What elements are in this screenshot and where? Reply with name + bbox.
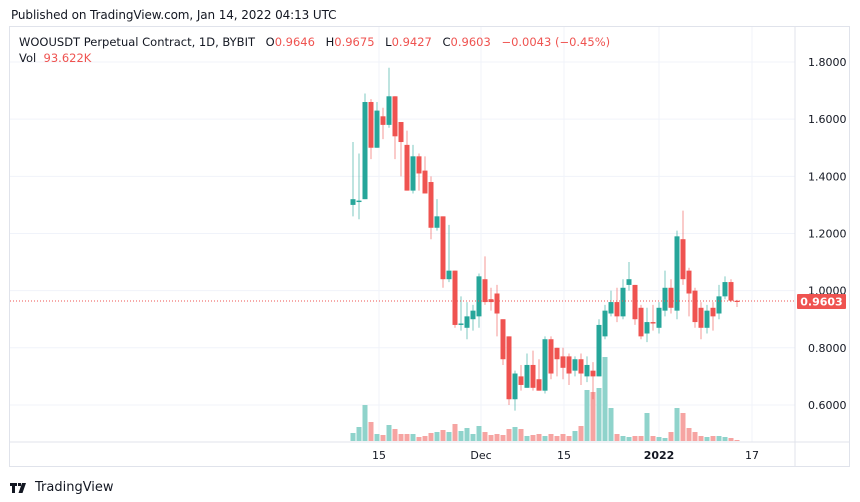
- symbol-title[interactable]: WOOUSDT Perpetual Contract, 1D, BYBIT: [19, 35, 255, 49]
- published-caption: Published on TradingView.com, Jan 14, 20…: [11, 8, 337, 22]
- change-value: −0.0043 (−0.45%): [501, 35, 611, 49]
- volume-row: Vol 93.622K: [19, 50, 610, 66]
- svg-text:0.9603: 0.9603: [800, 296, 842, 309]
- low-value: 0.9427: [391, 35, 432, 49]
- price-tick: 1.6000: [808, 113, 847, 126]
- time-tick: 2022: [644, 449, 675, 462]
- close-label: C: [442, 35, 451, 49]
- price-tick: 0.8000: [808, 342, 847, 355]
- footer-brand: TradingView: [35, 480, 114, 495]
- open-value: 0.9646: [274, 35, 315, 49]
- time-axis[interactable]: 15 Dec 15 2022 17: [372, 449, 759, 462]
- gridlines: [10, 27, 795, 442]
- price-tick: 1.2000: [808, 227, 847, 240]
- chart-frame[interactable]: [9, 26, 850, 467]
- time-tick: 17: [745, 449, 759, 462]
- price-axis[interactable]: 1.80001.60001.40001.20001.00000.80000.60…: [808, 56, 847, 412]
- chart-legend: WOOUSDT Perpetual Contract, 1D, BYBIT O0…: [19, 34, 610, 66]
- price-tick: 0.6000: [808, 399, 847, 412]
- close-value: 0.9603: [450, 35, 491, 49]
- tradingview-logo-icon: [10, 482, 26, 493]
- low-label: L: [385, 35, 392, 49]
- footer: TradingView: [10, 480, 114, 495]
- open-label: O: [265, 35, 275, 49]
- time-tick: 15: [557, 449, 571, 462]
- time-tick: Dec: [470, 449, 491, 462]
- high-value: 0.9675: [334, 35, 375, 49]
- high-label: H: [325, 35, 335, 49]
- last-price-badge: 0.9603: [797, 294, 846, 309]
- volume-bars: [350, 357, 740, 441]
- volume-label: Vol: [19, 51, 37, 65]
- price-tick: 1.4000: [808, 170, 847, 183]
- candles: [350, 67, 740, 411]
- ohlc-row: WOOUSDT Perpetual Contract, 1D, BYBIT O0…: [19, 34, 610, 50]
- price-tick: 1.8000: [808, 56, 847, 69]
- volume-value: 93.622K: [43, 51, 92, 65]
- time-tick: 15: [372, 449, 386, 462]
